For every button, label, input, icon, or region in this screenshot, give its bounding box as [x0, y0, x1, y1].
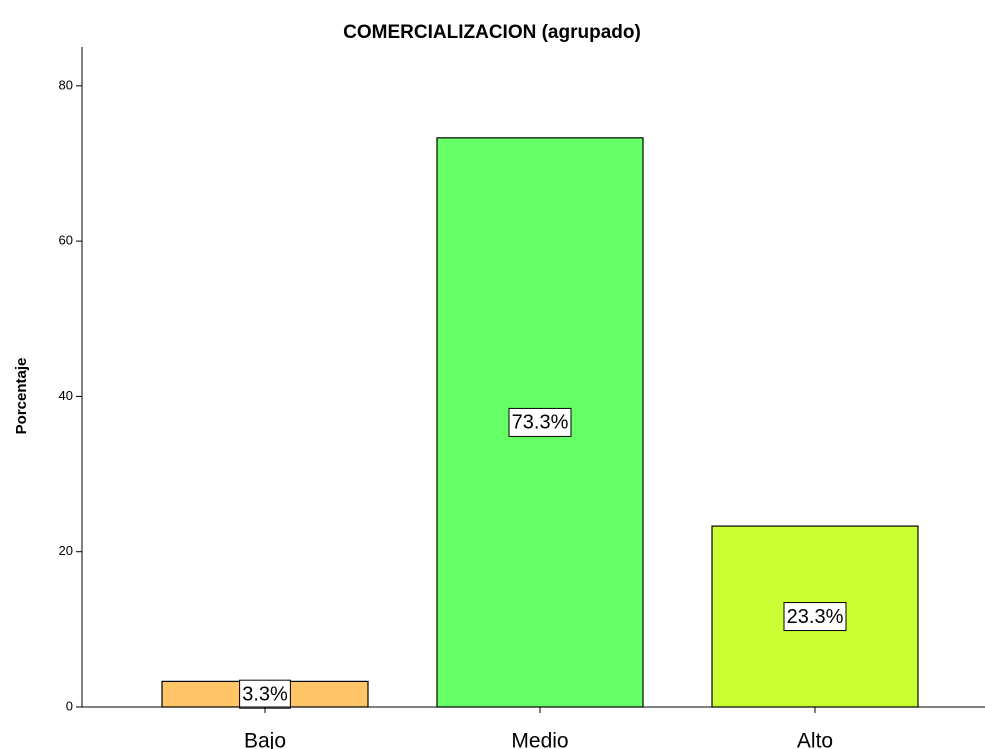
- x-tick-label: Alto: [797, 730, 833, 749]
- x-tick-label: Medio: [511, 730, 568, 749]
- y-tick-label: 20: [59, 543, 73, 558]
- value-label: 3.3%: [242, 683, 288, 705]
- value-label-box: [783, 602, 847, 632]
- y-tick-label: 40: [59, 388, 73, 403]
- y-tick-label: 80: [59, 77, 73, 92]
- value-label: 23.3%: [787, 606, 844, 628]
- y-tick-label: 0: [66, 698, 73, 713]
- chart-title: COMERCIALIZACION (agrupado): [343, 22, 641, 43]
- y-tick-label: 60: [59, 233, 73, 248]
- x-tick-label: Bajo: [244, 730, 286, 749]
- value-label: 73.3%: [512, 412, 569, 434]
- value-label-box: [508, 407, 572, 437]
- y-axis-label: Porcentaje: [13, 358, 30, 435]
